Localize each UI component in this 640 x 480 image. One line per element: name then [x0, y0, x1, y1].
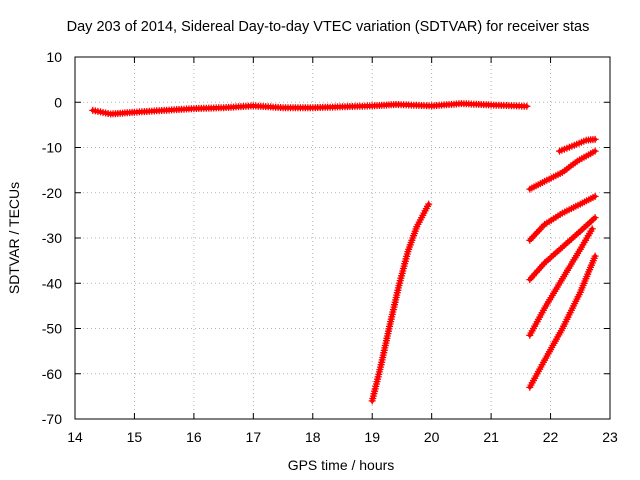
axis-ticks: 14 15 16 17 18 19 20 21 22 23 10 0 -10 -20 -30 -40 -50 -6… [42, 49, 618, 445]
x-axis-label: GPS time / hours [288, 457, 395, 473]
x-tick-label: 23 [602, 429, 618, 445]
y-tick-label: -60 [42, 366, 62, 382]
x-tick-label: 19 [364, 429, 380, 445]
data-point-marker [591, 214, 599, 222]
x-tick-label: 15 [127, 429, 143, 445]
data-point-marker [523, 102, 531, 110]
y-axis-label: SDTVAR / TECUs [6, 182, 22, 294]
data-point-marker [591, 192, 599, 200]
x-tick-label: 18 [305, 429, 321, 445]
data-point-marker [591, 147, 599, 155]
satellite-track-4 [556, 135, 599, 155]
data-point-marker [591, 135, 599, 143]
y-tick-label: 0 [54, 94, 62, 110]
data-point-marker [425, 200, 433, 208]
data-point-marker [591, 252, 599, 260]
y-tick-label: -10 [42, 140, 62, 156]
satellite-track-2 [368, 200, 433, 405]
satellite-track-6 [526, 214, 599, 284]
data-point-marker [588, 225, 596, 233]
satellite-track-3 [526, 147, 599, 193]
satellite-track-5 [526, 192, 599, 244]
y-tick-label: 10 [46, 49, 62, 65]
x-tick-label: 14 [67, 429, 83, 445]
y-tick-label: -20 [42, 185, 62, 201]
y-tick-label: -50 [42, 321, 62, 337]
x-tick-label: 21 [483, 429, 499, 445]
y-tick-label: -70 [42, 411, 62, 427]
x-tick-label: 20 [424, 429, 440, 445]
satellite-track-8 [526, 252, 599, 391]
chart-title: Day 203 of 2014, Sidereal Day-to-day VTE… [67, 19, 590, 35]
x-tick-label: 17 [246, 429, 262, 445]
y-tick-label: -40 [42, 275, 62, 291]
y-tick-label: -30 [42, 230, 62, 246]
x-tick-label: 22 [543, 429, 559, 445]
satellite-track-7 [526, 225, 596, 339]
grid-lines [75, 57, 610, 419]
x-tick-label: 16 [186, 429, 202, 445]
satellite-track-1 [89, 100, 531, 118]
data-series [89, 100, 599, 405]
